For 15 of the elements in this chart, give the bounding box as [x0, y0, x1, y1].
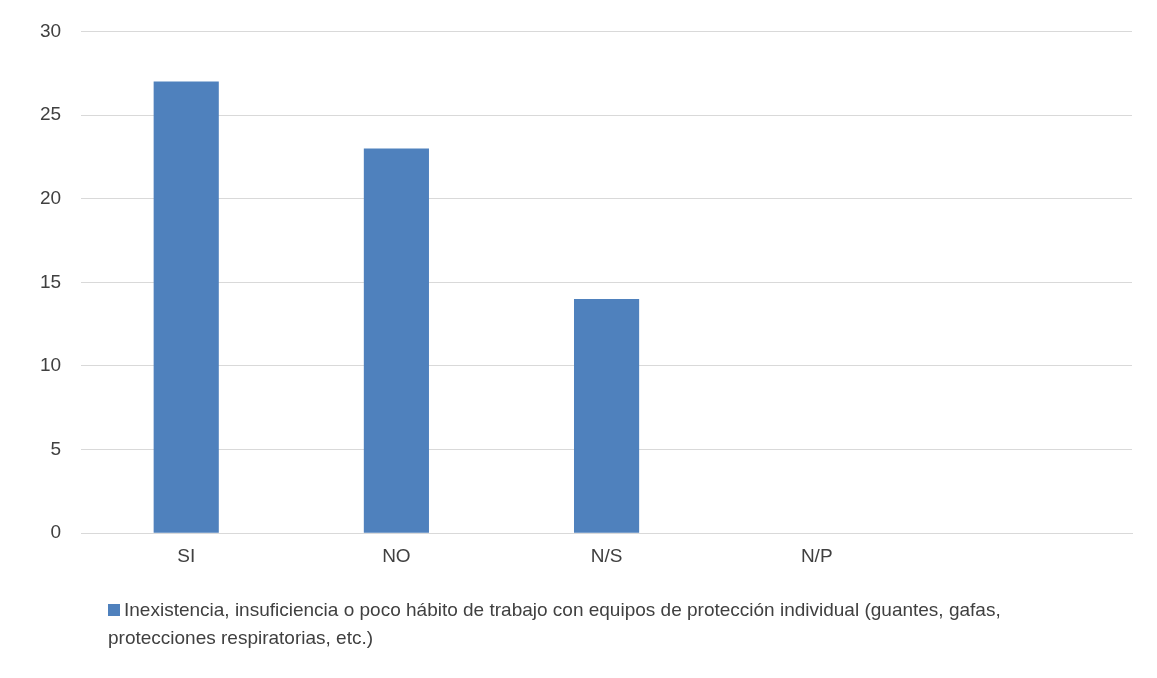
bar — [573, 299, 640, 533]
x-tick-label: N/P — [800, 544, 833, 566]
x-tick-label: NO — [382, 544, 411, 566]
y-tick-label: 15 — [39, 270, 62, 292]
bar — [153, 81, 219, 533]
y-tick-label: 10 — [39, 354, 62, 376]
x-tick-label: SI — [177, 544, 196, 566]
y-tick-label: 5 — [50, 437, 62, 459]
y-tick-label: 20 — [39, 186, 62, 208]
y-tick-label: 0 — [50, 521, 62, 543]
bar — [363, 148, 429, 533]
y-tick-label: 30 — [39, 19, 62, 41]
y-tick-label: 25 — [39, 103, 62, 125]
legend-label: Inexistencia, insuficiencia o poco hábito de trabajo con equipos de protección individual (guantes, gafas, protecciones respiratorias, etc.) — [108, 598, 1002, 650]
x-tick-label: N/S — [590, 544, 623, 566]
